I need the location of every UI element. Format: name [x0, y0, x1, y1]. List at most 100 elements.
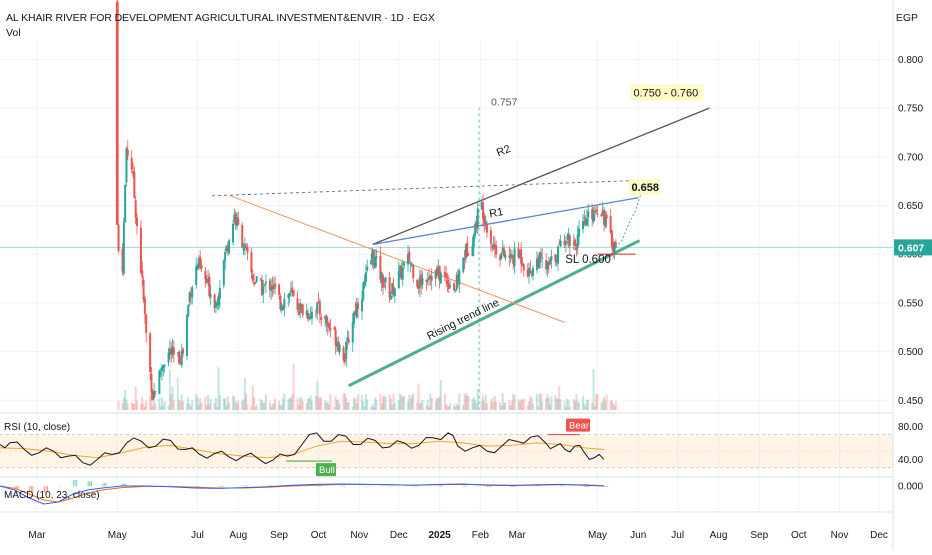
volume-bar	[403, 396, 405, 410]
candle	[289, 293, 291, 297]
macd-histogram-bar	[606, 486, 607, 487]
candle	[532, 268, 534, 275]
volume-bar	[486, 403, 488, 410]
candle	[160, 373, 162, 374]
candle	[315, 314, 317, 315]
candle	[490, 230, 492, 244]
candle	[145, 315, 147, 333]
macd-histogram-bar	[490, 486, 491, 487]
candle	[566, 241, 568, 242]
macd-histogram-bar	[104, 483, 105, 486]
volume-bar	[127, 404, 129, 410]
candle	[486, 224, 488, 232]
volume-bar	[274, 399, 276, 410]
candle	[495, 245, 497, 254]
candle	[150, 374, 152, 393]
candle	[611, 230, 613, 247]
candle	[453, 284, 455, 290]
macd-histogram-bar	[247, 485, 248, 486]
candle	[335, 329, 337, 345]
volume-bar	[302, 401, 304, 410]
volume-bar	[532, 404, 534, 410]
candle	[596, 213, 598, 214]
candle	[411, 264, 413, 265]
y-tick-label: 0.700	[898, 152, 923, 163]
volume-bar	[237, 401, 239, 410]
volume-bar	[219, 395, 221, 410]
candle	[500, 253, 502, 258]
macd-histogram-bar	[102, 483, 103, 486]
x-tick-label: Jul	[671, 530, 684, 541]
candle	[307, 313, 309, 319]
last-price-label: 0.607	[898, 242, 924, 254]
candle	[136, 218, 138, 226]
volume-bar	[173, 400, 175, 410]
candle	[610, 216, 612, 232]
x-tick-label: Oct	[311, 530, 327, 541]
candle	[279, 296, 281, 309]
macd-histogram-bar	[219, 486, 220, 487]
volume-bar	[421, 400, 423, 410]
candle	[186, 315, 188, 356]
volume-bar	[394, 403, 396, 410]
volume-bar	[293, 364, 295, 410]
volume-bar	[210, 398, 212, 410]
macd-histogram-bar	[585, 486, 586, 487]
volume-bar	[412, 393, 414, 410]
candle	[329, 328, 331, 330]
candle	[228, 240, 230, 253]
candle	[554, 254, 556, 261]
candle	[344, 360, 346, 362]
volume-bar	[523, 398, 525, 410]
macd-histogram-bar	[222, 486, 223, 487]
candle	[361, 299, 363, 311]
macd-histogram-bar	[440, 485, 441, 486]
rsi-tick-label: 40.00	[898, 455, 923, 466]
candle	[133, 172, 135, 197]
candle	[529, 271, 531, 274]
candle	[182, 349, 184, 354]
volume-bar	[348, 402, 350, 410]
candle	[370, 260, 372, 265]
candle	[366, 267, 368, 271]
candle	[560, 241, 562, 247]
candle	[557, 246, 559, 263]
rsi-title: RSI (10, close)	[4, 422, 70, 433]
macd-histogram-bar	[88, 481, 89, 486]
macd-histogram-bar	[16, 486, 17, 489]
candle	[189, 292, 191, 302]
macd-histogram-bar	[89, 481, 90, 486]
candle	[540, 253, 542, 257]
candle	[504, 255, 506, 258]
candle	[343, 347, 345, 360]
candle	[173, 348, 175, 355]
candle	[283, 299, 285, 309]
candle	[243, 248, 245, 251]
candle	[583, 218, 585, 219]
volume-bar	[477, 389, 479, 410]
currency-label: EGP	[896, 12, 918, 24]
candle	[412, 265, 414, 278]
candle	[410, 263, 412, 264]
x-tick-label: May	[108, 530, 127, 541]
volume-bar	[385, 397, 387, 410]
candle	[254, 282, 256, 283]
bull-label: Bull	[319, 465, 335, 476]
volume-bar	[329, 394, 331, 410]
volume-bar	[136, 401, 138, 410]
candle	[127, 150, 129, 156]
x-tick-label: Feb	[472, 530, 490, 541]
macd-histogram-bar	[489, 486, 490, 487]
volume-bar	[440, 380, 442, 410]
volume-bar	[596, 394, 598, 410]
candle	[333, 327, 335, 329]
candle	[565, 242, 567, 243]
volume-bar	[468, 396, 470, 410]
bear-label: Bear	[569, 421, 589, 432]
macd-histogram-bar	[604, 486, 605, 487]
x-tick-label: Nov	[350, 530, 368, 541]
candle	[431, 276, 433, 280]
candle	[574, 240, 576, 247]
candle	[394, 288, 396, 296]
